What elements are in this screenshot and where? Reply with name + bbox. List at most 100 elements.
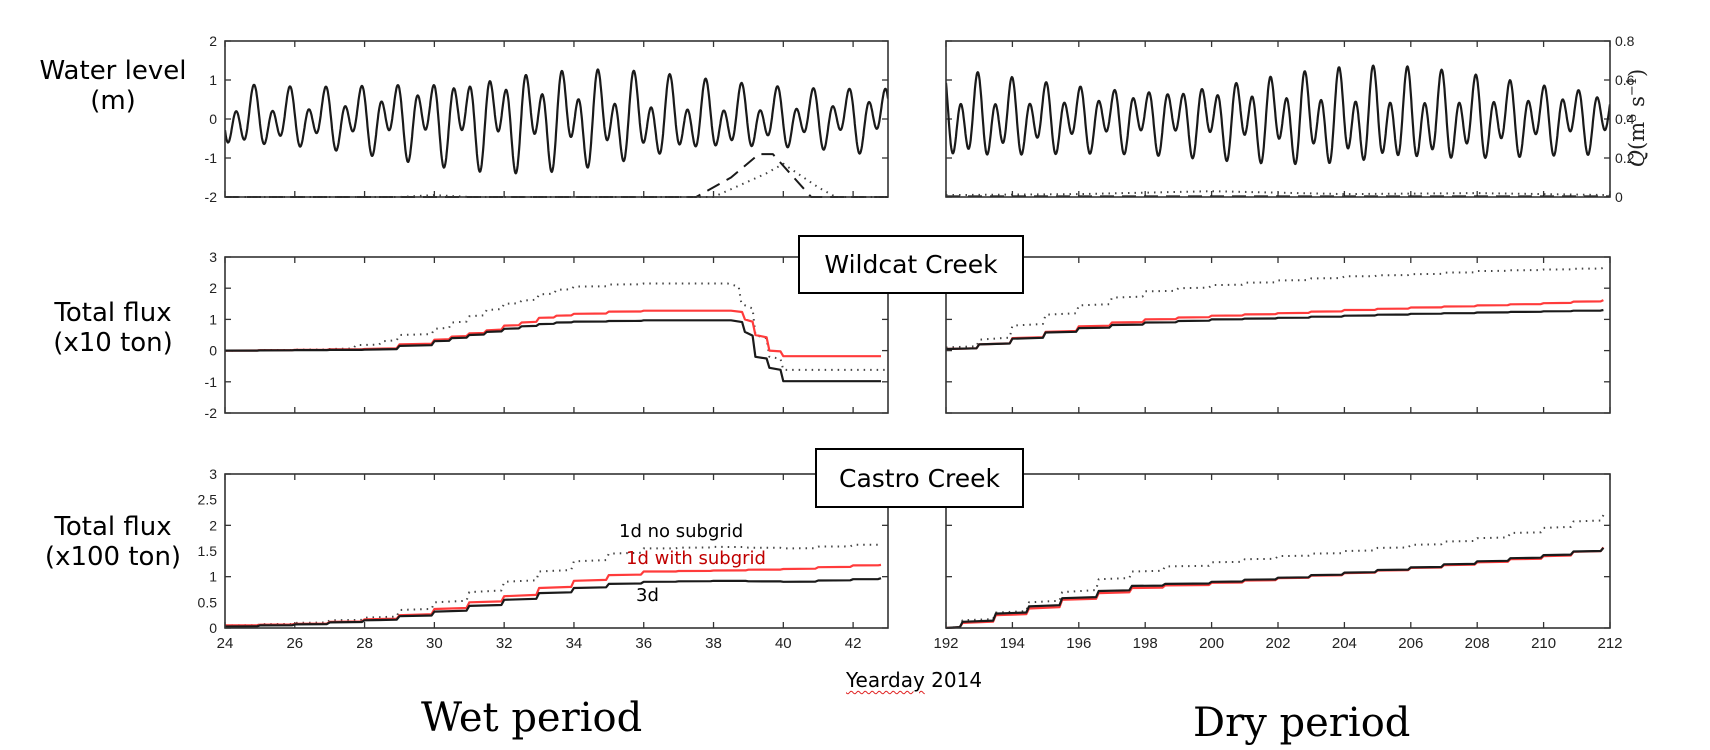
annotation-3d: 3d: [636, 585, 659, 606]
panel-frame: [945, 40, 1611, 198]
y-tick-label: 1: [209, 311, 217, 327]
wet-period-label: Wet period: [421, 695, 643, 741]
q-axis-label-mid: s: [1625, 96, 1649, 114]
annotation-1d-with-subgrid: 1d with subgrid: [626, 548, 766, 569]
y-tick-label: 1.5: [198, 543, 218, 559]
y-tick-label: 1: [209, 569, 217, 585]
x-tick-label: 202: [1265, 635, 1290, 652]
x-tick-label: 194: [1000, 635, 1025, 652]
panel-frame: [224, 473, 889, 629]
x-tick-label: 40: [775, 635, 792, 652]
panel-frame: [945, 256, 1611, 414]
annotation-1d-no-subgrid: 1d no subgrid: [619, 521, 744, 542]
x-tick-label: 192: [933, 635, 958, 652]
y-tick-label: -2: [205, 405, 218, 421]
panel-wildcat-flux-wet: 3 2 1 0 -1 -2: [205, 249, 889, 421]
y2-tick-label: 0.6: [1615, 72, 1635, 88]
y-tick-label: 1: [209, 72, 217, 88]
q-axis-label-exp2: −1: [1625, 76, 1640, 97]
y-tick-label: 2: [209, 33, 217, 49]
series-group: [946, 64, 1610, 198]
series-group: [225, 543, 882, 628]
y-tick-label: 2: [209, 280, 217, 296]
row-label-castro-flux-line1: Total flux: [54, 512, 172, 542]
row-label-wildcat-flux-line1: Total flux: [54, 298, 172, 328]
series-q-dotted: [225, 162, 888, 198]
series-1d-no-subgrid: [946, 514, 1605, 629]
series-water-level: [946, 64, 1610, 166]
q-axis-label-exp1: 3: [1625, 113, 1640, 122]
series-group: [225, 68, 888, 198]
series-group: [946, 266, 1604, 351]
y-tick-label: 3: [209, 249, 217, 265]
dry-period-label: Dry period: [1193, 700, 1411, 746]
y-tick-label: -1: [205, 150, 218, 166]
panel-castro-flux-dry: 192 194 196 198 200 202 204 206 208 210 212: [933, 473, 1623, 652]
x-tick-label: 206: [1398, 635, 1423, 652]
panel-frame: [945, 473, 1611, 629]
x-axis-label-year: 2014: [931, 668, 983, 692]
castro-creek-label: Castro Creek: [815, 448, 1024, 508]
q-axis-label-unit: (m: [1625, 121, 1649, 150]
x-tick-label: 208: [1465, 635, 1490, 652]
y-tick-label: 2.5: [198, 492, 218, 508]
q-axis-label-close: ): [1625, 68, 1649, 77]
panel-wildcat-flux-dry: [945, 256, 1611, 414]
x-tick-label: 210: [1531, 635, 1556, 652]
y-tick-label: 0.5: [198, 594, 218, 610]
y-tick-label: 3: [209, 466, 217, 482]
row-label-wildcat-flux-line2: (x10 ton): [53, 328, 173, 358]
x-tick-label: 42: [845, 635, 862, 652]
x-tick-label: 38: [705, 635, 722, 652]
x-tick-label: 26: [286, 635, 303, 652]
x-tick-label: 32: [496, 635, 513, 652]
x-tick-label: 28: [356, 635, 373, 652]
row-label-water-level-line2: (m): [90, 86, 136, 116]
y-tick-label: -2: [205, 189, 218, 205]
q-axis-label-q: Q: [1625, 150, 1649, 168]
panel-water-level-wet: 2 1 0 -1 -2: [205, 33, 889, 205]
y-tick-label: 2: [209, 517, 217, 533]
y2-tick-label: 0: [1615, 189, 1623, 205]
row-label-water-level-line1: Water level: [39, 56, 187, 86]
y-tick-label: 0: [209, 343, 217, 359]
row-label-water-level: Water level (m): [8, 56, 218, 116]
series-water-level: [225, 68, 888, 175]
x-tick-label: 34: [566, 635, 583, 652]
panel-water-level-dry: 0.8 0.6 0.4 0.2 0: [945, 33, 1635, 205]
panel-castro-flux-wet: 3 2.5 2 1.5 1 0.5 024 26 28 30 32 34 36 38 40 42: [198, 466, 889, 652]
x-tick-label: 212: [1597, 635, 1622, 652]
series-3d: [946, 308, 1604, 351]
series-1d-with-subgrid: [946, 299, 1604, 351]
x-tick-label: 196: [1066, 635, 1091, 652]
series-1d-no-subgrid: [225, 543, 881, 627]
series-3d: [225, 577, 882, 628]
series-1d-with-subgrid: [946, 546, 1605, 629]
wildcat-creek-label: Wildcat Creek: [798, 235, 1024, 294]
x-tick-label: 204: [1332, 635, 1357, 652]
x-axis-label: Yearday 2014: [846, 668, 982, 692]
y-tick-label: -1: [205, 374, 218, 390]
row-label-castro-flux-line2: (x100 ton): [44, 542, 182, 572]
y-tick-label: 0: [209, 620, 217, 636]
series-q-dotted: [946, 190, 1610, 197]
x-tick-label: 198: [1133, 635, 1158, 652]
series-1d-with-subgrid: [225, 563, 882, 627]
series-q-dashed: [225, 153, 888, 198]
series-3d: [946, 547, 1605, 629]
x-tick-label: 30: [426, 635, 443, 652]
row-label-castro-flux: Total flux (x100 ton): [8, 512, 218, 572]
y-tick-label: 0: [209, 111, 217, 127]
panel-frame: [224, 40, 889, 198]
series-group: [225, 282, 888, 383]
x-tick-label: 36: [635, 635, 652, 652]
x-axis-label-word: Yearday: [846, 668, 925, 692]
x-tick-label: 200: [1199, 635, 1224, 652]
y2-tick-label: 0.2: [1615, 150, 1635, 166]
row-label-wildcat-flux: Total flux (x10 ton): [8, 298, 218, 358]
series-3d: [225, 319, 881, 383]
x-tick-label: 24: [217, 635, 234, 652]
y2-tick-label: 0.8: [1615, 33, 1635, 49]
series-group: [946, 514, 1605, 629]
